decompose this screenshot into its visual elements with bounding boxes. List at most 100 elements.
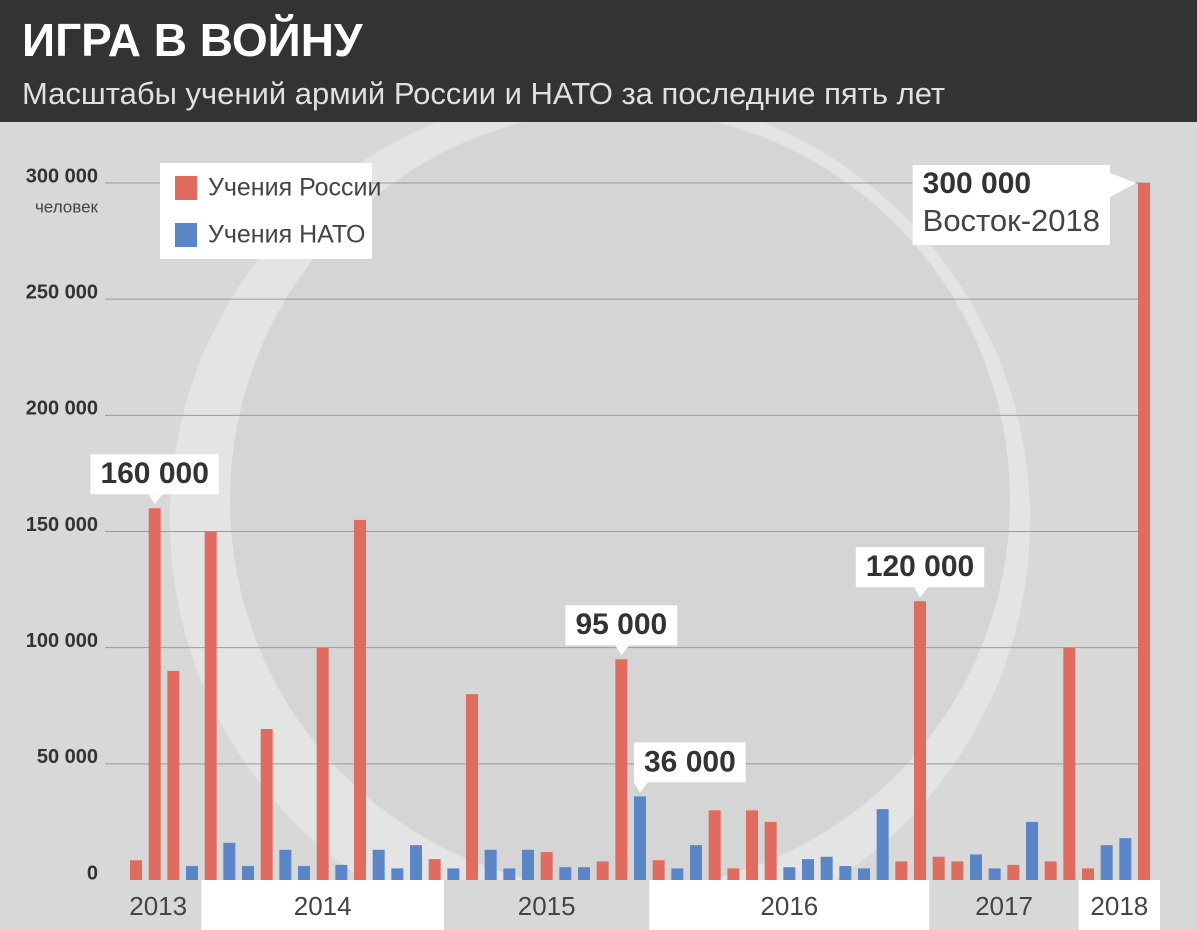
bar bbox=[1063, 647, 1076, 880]
bar bbox=[802, 859, 814, 880]
x-tick-label: 2017 bbox=[975, 891, 1033, 921]
callout-box bbox=[565, 605, 678, 646]
bar bbox=[746, 810, 758, 880]
bar bbox=[876, 809, 889, 880]
bar bbox=[1138, 183, 1150, 880]
bar bbox=[708, 810, 721, 880]
x-tick-label: 2016 bbox=[760, 891, 818, 921]
bar bbox=[242, 866, 254, 880]
bar bbox=[1100, 845, 1113, 880]
bar bbox=[671, 868, 684, 880]
year-band bbox=[649, 880, 930, 930]
year-band bbox=[929, 880, 1079, 930]
callout-box bbox=[90, 454, 219, 495]
callout-pointer bbox=[634, 782, 648, 793]
callout: 95 000 bbox=[565, 605, 678, 656]
bar bbox=[428, 859, 441, 880]
bar bbox=[204, 531, 217, 880]
bar bbox=[727, 868, 740, 880]
bar bbox=[1026, 821, 1038, 880]
data-label: 160 000 bbox=[100, 457, 208, 490]
x-tick-label: 2013 bbox=[129, 891, 187, 921]
legend-label: Учения России bbox=[208, 174, 381, 202]
bar bbox=[1082, 868, 1094, 880]
bar bbox=[279, 849, 292, 880]
bar bbox=[764, 821, 777, 880]
bar bbox=[130, 860, 142, 880]
callout-box bbox=[634, 742, 746, 783]
bar bbox=[988, 868, 1001, 880]
bar bbox=[1044, 861, 1057, 880]
bar bbox=[316, 647, 329, 880]
callout-pointer bbox=[615, 645, 630, 656]
callout: 120 000 bbox=[855, 547, 985, 598]
bar bbox=[895, 861, 908, 880]
bar bbox=[167, 670, 180, 880]
data-label: 120 000 bbox=[866, 550, 974, 583]
year-band bbox=[444, 880, 650, 930]
bar bbox=[354, 519, 366, 880]
bar bbox=[578, 867, 590, 880]
year-band bbox=[201, 880, 444, 930]
bar bbox=[148, 508, 161, 880]
bar bbox=[914, 601, 926, 880]
year-band bbox=[115, 880, 202, 930]
bar bbox=[820, 856, 833, 880]
bar bbox=[1007, 864, 1020, 880]
bar bbox=[223, 842, 236, 880]
x-tick-label: 2018 bbox=[1090, 891, 1148, 921]
bar bbox=[522, 849, 534, 880]
bar bbox=[372, 849, 385, 880]
bar bbox=[634, 796, 646, 880]
bar bbox=[615, 659, 628, 880]
page-title: ИГРА В ВОЙНУ bbox=[22, 14, 364, 66]
y-tick-label: 50 000 bbox=[37, 746, 98, 768]
x-tick-label: 2015 bbox=[518, 891, 576, 921]
bar bbox=[298, 866, 310, 880]
y-tick-label: 0 bbox=[87, 862, 98, 884]
bar bbox=[596, 861, 609, 880]
bar bbox=[783, 867, 796, 880]
bar bbox=[410, 845, 422, 880]
bar bbox=[839, 866, 852, 880]
bar bbox=[951, 861, 964, 880]
bar bbox=[335, 864, 348, 880]
y-tick-label: 200 000 bbox=[26, 398, 98, 420]
bar bbox=[484, 849, 497, 880]
data-label: 36 000 bbox=[644, 745, 736, 778]
y-tick-label: 250 000 bbox=[26, 281, 98, 303]
bar bbox=[503, 868, 516, 880]
y-tick-label: 150 000 bbox=[26, 514, 98, 536]
bar bbox=[391, 868, 404, 880]
bar bbox=[466, 694, 478, 880]
bar bbox=[970, 854, 982, 880]
callout: 160 000 bbox=[90, 454, 219, 505]
legend-label: Учения НАТО bbox=[208, 221, 365, 249]
legend-swatch bbox=[175, 223, 197, 247]
bar bbox=[652, 860, 665, 880]
bar bbox=[540, 852, 553, 880]
y-unit: человек bbox=[35, 197, 99, 216]
callout-box bbox=[912, 165, 1110, 245]
bar bbox=[559, 867, 572, 880]
annotation: Восток-2018 bbox=[923, 203, 1100, 238]
x-tick-label: 2014 bbox=[294, 891, 352, 921]
data-label: 95 000 bbox=[575, 608, 667, 641]
watermark bbox=[230, 110, 1010, 890]
bar bbox=[186, 866, 198, 880]
callout: 36 000 bbox=[634, 742, 746, 793]
bar bbox=[858, 868, 870, 880]
year-band bbox=[1078, 880, 1160, 930]
bar bbox=[690, 845, 702, 880]
callout-box bbox=[855, 547, 985, 588]
legend-swatch bbox=[175, 176, 197, 200]
y-tick-label: 300 000 bbox=[26, 165, 98, 187]
callout-pointer bbox=[914, 587, 928, 598]
page-subtitle: Масштабы учений армий России и НАТО за п… bbox=[22, 76, 945, 111]
header-band bbox=[0, 0, 1197, 122]
bar bbox=[447, 868, 460, 880]
bar bbox=[932, 856, 945, 880]
callout-pointer bbox=[1110, 173, 1136, 197]
